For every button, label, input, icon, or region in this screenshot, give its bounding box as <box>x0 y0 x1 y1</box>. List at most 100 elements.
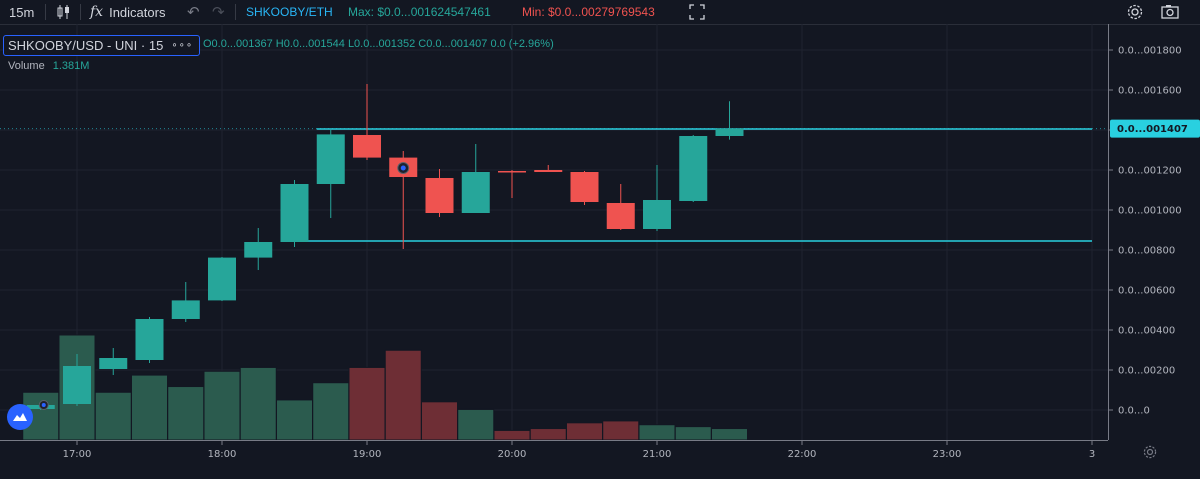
candle <box>63 354 91 406</box>
volume-bar <box>348 366 386 441</box>
candle <box>498 170 526 198</box>
candle-body <box>570 172 599 202</box>
candle <box>679 135 708 202</box>
x-tick-label: 17:00 <box>63 449 92 460</box>
candle <box>461 144 490 213</box>
axis-settings-gear-icon[interactable] <box>1142 444 1158 465</box>
symbol-legend[interactable]: SHKOOBY/USD - UNI · 15 ∘∘∘ <box>3 35 201 56</box>
settings-gear-icon[interactable] <box>1126 3 1144 21</box>
volume-bar <box>167 386 205 441</box>
y-tick-label: 0.0...00200 <box>1118 366 1175 377</box>
toolbar-divider <box>235 4 236 20</box>
volume-bar <box>239 366 277 441</box>
price-axis[interactable]: 0.0...0018000.0...0016000.0...0014000.0.… <box>1108 24 1200 440</box>
candle <box>715 101 744 140</box>
event-marker-dot <box>41 403 46 407</box>
candle-body <box>99 358 128 369</box>
candle-body <box>679 136 708 201</box>
y-tick-label: 0.0...00800 <box>1118 246 1175 257</box>
event-marker-dot <box>400 165 406 171</box>
candle-body <box>425 178 454 213</box>
y-tick-label: 0.0...001600 <box>1118 86 1182 97</box>
redo-icon[interactable]: ↷ <box>212 4 225 21</box>
volume-bar <box>312 382 350 441</box>
volume-label: Volume <box>8 60 45 72</box>
indicators-button[interactable]: fx Indicators <box>90 3 165 21</box>
candle <box>135 317 164 363</box>
y-tick-label: 0.0...001000 <box>1118 206 1182 217</box>
undo-icon[interactable]: ↶ <box>187 4 200 21</box>
y-tick-label: 0.0...00600 <box>1118 286 1175 297</box>
volume-bar <box>529 428 567 441</box>
candle-body <box>208 257 236 301</box>
chart-type-button[interactable] <box>55 3 73 21</box>
logo-icon[interactable] <box>7 404 33 430</box>
x-tick-label: 22:00 <box>788 449 817 460</box>
volume-bars <box>22 334 748 441</box>
y-tick-label: 0.0...0 <box>1118 406 1150 417</box>
camera-icon[interactable] <box>1160 3 1180 21</box>
top-toolbar: 15m fx Indicators ↶ ↷ SHKOOBY/ETH Max: $… <box>0 0 1200 25</box>
candle <box>316 130 345 218</box>
last-price-label: 0.0...001407 <box>1117 124 1188 135</box>
candle-body <box>316 134 345 184</box>
y-tick-label: 0.0...00400 <box>1118 326 1175 337</box>
volume-bar <box>457 408 495 441</box>
candlesticks <box>26 84 744 410</box>
candles-icon <box>57 5 69 19</box>
candle-body <box>353 135 381 158</box>
candle-body <box>606 203 635 229</box>
candle <box>280 180 309 247</box>
candle-body <box>280 184 309 242</box>
max-label: Max: $0.0...001624547461 <box>348 5 491 19</box>
more-options-icon[interactable]: ∘∘∘ <box>171 40 194 51</box>
candle <box>643 165 671 231</box>
candle-body <box>461 172 490 213</box>
x-tick-label: 20:00 <box>498 449 527 460</box>
min-label: Min: $0.0...00279769543 <box>522 5 655 19</box>
volume-bar <box>638 424 676 441</box>
candle <box>353 84 381 160</box>
candle <box>570 171 599 205</box>
x-tick-label: 21:00 <box>643 449 672 460</box>
ohlc-values: O0.0...001367 H0.0...001544 L0.0...00135… <box>203 38 554 50</box>
fullscreen-icon[interactable] <box>688 3 706 21</box>
toolbar-divider <box>45 4 46 20</box>
interval-button[interactable]: 15m <box>9 4 35 20</box>
volume-bar <box>493 429 531 441</box>
candle-body <box>498 171 526 173</box>
last-price-badge <box>1110 119 1200 138</box>
volume-bar <box>384 349 422 441</box>
volume-legend: Volume 1.381M <box>8 60 89 72</box>
toolbar-divider <box>80 4 81 20</box>
candle <box>425 169 454 217</box>
candle-body <box>135 319 164 360</box>
volume-value: 1.381M <box>52 60 90 72</box>
candle-body <box>171 300 200 319</box>
candle-body <box>244 242 273 258</box>
candle <box>244 228 273 270</box>
fx-icon: fx <box>90 4 104 20</box>
volume-bar <box>566 422 603 441</box>
horizontal-lines[interactable] <box>0 128 1108 242</box>
volume-bar <box>94 391 132 441</box>
volume-bar <box>203 370 241 441</box>
time-axis[interactable]: 17:00 18:00 19:00 20:00 21:00 22:00 23:00 3 <box>0 440 1108 460</box>
x-tick-label: 23:00 <box>933 449 962 460</box>
candle-body <box>715 128 744 136</box>
candle-body <box>643 200 671 229</box>
candle <box>606 184 635 230</box>
symbol-label: SHKOOBY/USD - UNI · 15 <box>8 38 164 53</box>
candle <box>534 165 563 172</box>
volume-bar <box>131 374 168 441</box>
volume-bar <box>674 426 712 441</box>
candle <box>171 282 200 322</box>
volume-bar <box>421 401 458 441</box>
candle-body <box>63 366 91 404</box>
y-tick-label: 0.0...001200 <box>1118 166 1182 177</box>
y-tick-label: 0.0...001800 <box>1118 46 1182 57</box>
volume-bar <box>276 399 313 441</box>
x-tick-label: 18:00 <box>208 449 237 460</box>
volume-bar <box>602 420 640 441</box>
